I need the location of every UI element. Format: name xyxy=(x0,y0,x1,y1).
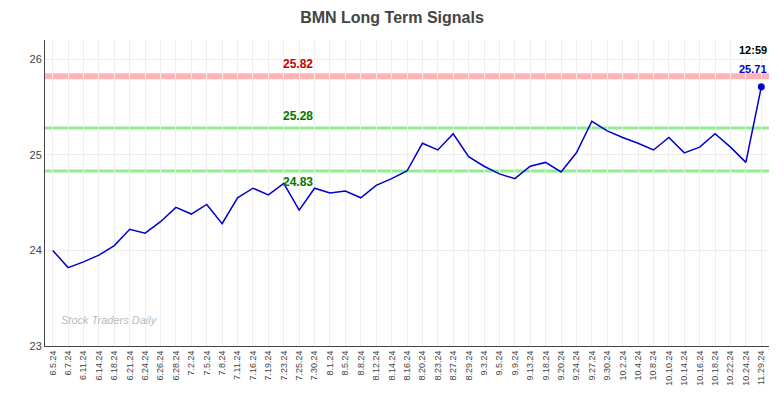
svg-text:10.18.24: 10.18.24 xyxy=(710,351,720,386)
svg-text:25: 25 xyxy=(30,149,42,161)
svg-text:7.16.24: 7.16.24 xyxy=(248,351,258,381)
svg-text:10.2.24: 10.2.24 xyxy=(618,351,628,381)
svg-text:9.30.24: 9.30.24 xyxy=(602,351,612,381)
svg-text:9.5.24: 9.5.24 xyxy=(494,351,504,376)
svg-text:7.5.24: 7.5.24 xyxy=(202,351,212,376)
svg-text:26: 26 xyxy=(30,53,42,65)
svg-text:6.21.24: 6.21.24 xyxy=(125,351,135,381)
svg-text:Stock Traders Daily: Stock Traders Daily xyxy=(61,314,158,326)
svg-text:10.16.24: 10.16.24 xyxy=(695,351,705,386)
svg-text:8.5.24: 8.5.24 xyxy=(340,351,350,376)
svg-text:9.9.24: 9.9.24 xyxy=(510,351,520,376)
svg-text:8.20.24: 8.20.24 xyxy=(417,351,427,381)
svg-text:10.14.24: 10.14.24 xyxy=(679,351,689,386)
svg-text:8.29.24: 8.29.24 xyxy=(464,351,474,381)
svg-text:7.19.24: 7.19.24 xyxy=(263,351,273,381)
svg-text:6.26.24: 6.26.24 xyxy=(155,351,165,381)
svg-text:6.28.24: 6.28.24 xyxy=(171,351,181,381)
svg-text:BMN Long Term Signals: BMN Long Term Signals xyxy=(300,9,484,26)
svg-text:8.12.24: 8.12.24 xyxy=(371,351,381,381)
svg-text:8.23.24: 8.23.24 xyxy=(433,351,443,381)
svg-text:8.16.24: 8.16.24 xyxy=(402,351,412,381)
svg-text:10.10.24: 10.10.24 xyxy=(664,351,674,386)
svg-text:7.8.24: 7.8.24 xyxy=(217,351,227,376)
svg-text:9.20.24: 9.20.24 xyxy=(556,351,566,381)
svg-text:6.7.24: 6.7.24 xyxy=(63,351,73,376)
svg-text:6.18.24: 6.18.24 xyxy=(109,351,119,381)
svg-text:7.23.24: 7.23.24 xyxy=(279,351,289,381)
svg-text:7.11.24: 7.11.24 xyxy=(232,351,242,380)
svg-text:6.24.24: 6.24.24 xyxy=(140,351,150,381)
svg-text:10.22.24: 10.22.24 xyxy=(725,351,735,386)
svg-text:9.18.24: 9.18.24 xyxy=(541,351,551,381)
svg-text:25.28: 25.28 xyxy=(283,109,313,123)
svg-text:12:59: 12:59 xyxy=(739,44,767,56)
svg-text:7.2.24: 7.2.24 xyxy=(186,351,196,376)
svg-text:24: 24 xyxy=(30,244,42,256)
svg-text:8.14.24: 8.14.24 xyxy=(387,351,397,381)
svg-text:25.82: 25.82 xyxy=(283,57,313,71)
svg-text:6.14.24: 6.14.24 xyxy=(94,351,104,381)
svg-text:24.83: 24.83 xyxy=(283,175,313,189)
svg-text:7.30.24: 7.30.24 xyxy=(309,351,319,381)
svg-text:10.24.24: 10.24.24 xyxy=(741,351,751,386)
svg-text:9.27.24: 9.27.24 xyxy=(587,351,597,381)
svg-text:7.25.24: 7.25.24 xyxy=(294,351,304,381)
svg-text:8.27.24: 8.27.24 xyxy=(448,351,458,381)
svg-text:6.11.24: 6.11.24 xyxy=(78,351,88,380)
svg-text:23: 23 xyxy=(30,340,42,352)
svg-text:10.8.24: 10.8.24 xyxy=(648,351,658,381)
svg-text:8.8.24: 8.8.24 xyxy=(356,351,366,376)
svg-text:25.71: 25.71 xyxy=(739,63,767,75)
svg-text:10.4.24: 10.4.24 xyxy=(633,351,643,381)
svg-text:6.5.24: 6.5.24 xyxy=(48,351,58,376)
svg-text:9.13.24: 9.13.24 xyxy=(525,351,535,381)
svg-text:9.24.24: 9.24.24 xyxy=(571,351,581,381)
svg-text:9.3.24: 9.3.24 xyxy=(479,351,489,376)
svg-text:8.1.24: 8.1.24 xyxy=(325,351,335,376)
svg-text:11.29.24: 11.29.24 xyxy=(756,351,766,385)
